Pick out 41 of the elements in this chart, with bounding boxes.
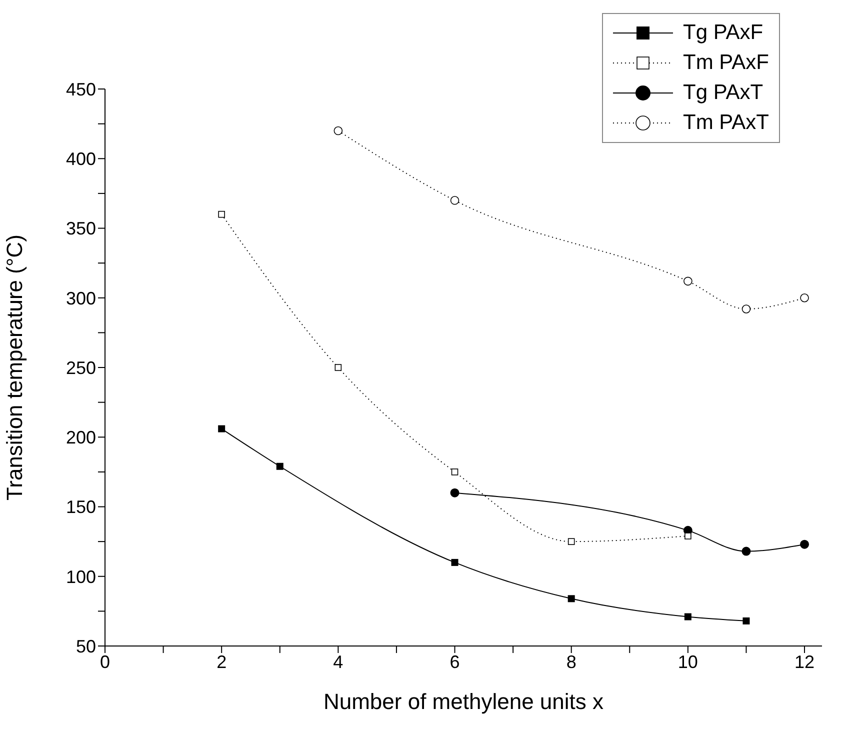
point (334, 126, 343, 136)
x-tick-label: 0 (100, 652, 110, 672)
x-tick-label: 12 (794, 652, 815, 672)
point (684, 613, 692, 620)
x-tick-label: 10 (678, 652, 698, 672)
y-tick-label: 50 (76, 636, 96, 656)
x-tick-label: 8 (566, 652, 576, 672)
legend-label: Tm PAxT (683, 111, 769, 135)
point (568, 538, 575, 545)
y-tick-label: 350 (66, 218, 96, 239)
point (218, 425, 226, 432)
y-tick-label: 450 (66, 79, 96, 100)
point (451, 468, 458, 476)
y-tick-label: 150 (66, 497, 96, 518)
legend-label: Tg PAxT (683, 81, 764, 105)
point (742, 546, 751, 556)
y-tick-label: 300 (66, 288, 96, 308)
y-tick-label: 250 (66, 358, 96, 378)
point (684, 276, 692, 286)
legend-label: Tm PAxF (683, 51, 769, 75)
x-tick-label: 6 (450, 652, 460, 672)
point (742, 304, 751, 314)
y-axis-title: Transition temperature (°C) (2, 234, 27, 500)
y-tick-label: 200 (66, 428, 96, 448)
point (568, 595, 575, 602)
point (450, 196, 460, 205)
y-tick-label: 100 (66, 566, 96, 587)
y-tick-label: 400 (66, 149, 96, 170)
x-axis-title: Number of methylene units x (323, 689, 604, 714)
point (684, 532, 692, 540)
legend-label: Tg PAxF (683, 21, 764, 45)
point (276, 462, 284, 470)
point (800, 540, 810, 549)
x-tick-label: 2 (216, 652, 227, 672)
x-tick-label: 4 (333, 652, 344, 672)
point (800, 293, 809, 302)
point (742, 617, 750, 624)
point (451, 558, 458, 566)
point (450, 488, 460, 498)
point (218, 210, 225, 218)
point (334, 364, 342, 371)
